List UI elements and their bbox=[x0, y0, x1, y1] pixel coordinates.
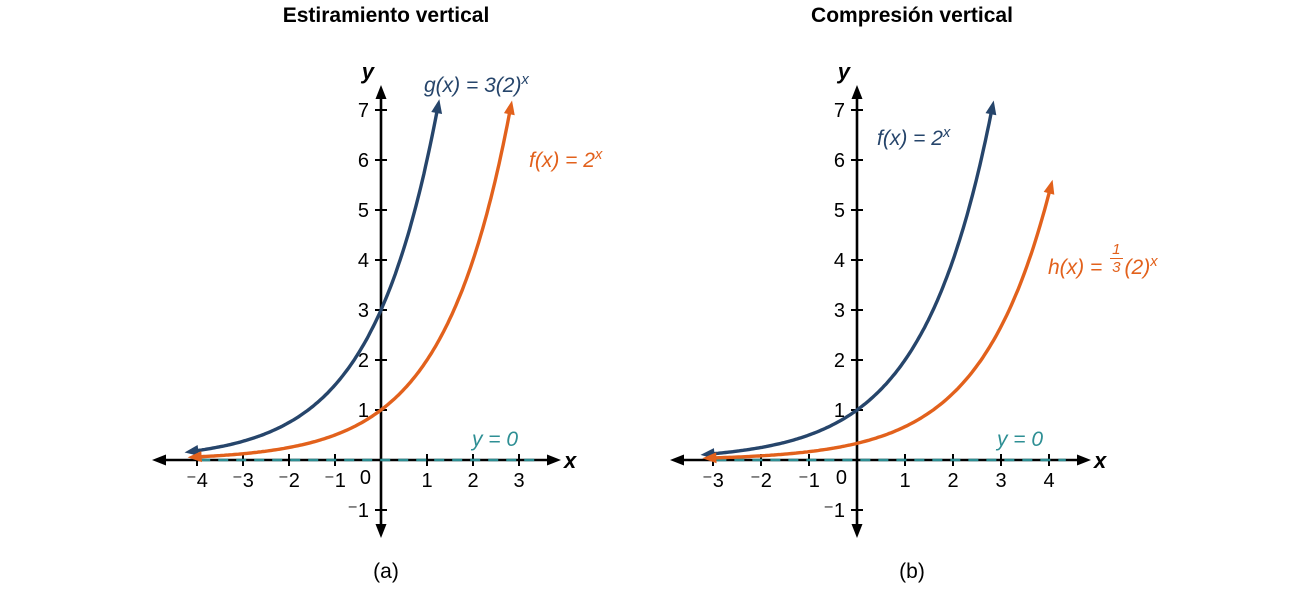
curve-f-end-arrow bbox=[985, 100, 997, 116]
chart-panel-vertical-compression: Compresión vertical ⁻3 ⁻2 ⁻1 1 2 3 4 ⁻1 1 2 3 4 5 6 7 0… bbox=[650, 0, 1300, 594]
y-tick-label: 4 bbox=[834, 250, 845, 272]
y-tick-label: 5 bbox=[834, 200, 845, 222]
asymptote-label: y = 0 bbox=[996, 428, 1044, 451]
y-tick-label: 3 bbox=[834, 300, 845, 322]
y-tick-label: 3 bbox=[358, 300, 369, 322]
origin-label: 0 bbox=[836, 467, 847, 489]
x-tick-label: ⁻2 bbox=[750, 470, 772, 492]
y-tick-label: 5 bbox=[358, 200, 369, 222]
curve-f bbox=[712, 112, 993, 456]
subfigure-caption: (b) bbox=[899, 560, 925, 583]
x-tick-label: ⁻3 bbox=[702, 470, 724, 492]
y-tick-label: 1 bbox=[358, 400, 369, 422]
exponent: x bbox=[1150, 253, 1158, 270]
y-tick-label: 7 bbox=[358, 100, 369, 122]
curve-g bbox=[196, 111, 439, 453]
x-tick-label: ⁻1 bbox=[324, 470, 346, 492]
exponent: x bbox=[594, 147, 603, 163]
x-tick-label: ⁻2 bbox=[278, 470, 300, 492]
y-tick-label: 1 bbox=[834, 400, 845, 422]
curve-f-start-arrow bbox=[187, 451, 202, 463]
y-tick-label: 2 bbox=[358, 350, 369, 372]
x-axis-left-arrow bbox=[670, 454, 684, 466]
y-axis-bottom-arrow bbox=[851, 524, 863, 538]
x-axis-label: x bbox=[1093, 448, 1107, 473]
y-axis-top-arrow bbox=[375, 85, 387, 99]
x-tick-label: 1 bbox=[421, 470, 432, 492]
curve-label-h: h(x) = 1 3 (2)x bbox=[1048, 241, 1158, 279]
curve-g-start-arrow bbox=[184, 444, 200, 456]
y-tick-label: ⁻1 bbox=[823, 500, 845, 522]
y-tick-label: 6 bbox=[834, 150, 845, 172]
y-axis-label: y bbox=[837, 59, 852, 84]
x-tick-label: 3 bbox=[513, 470, 524, 492]
y-axis-label: y bbox=[361, 59, 376, 84]
x-tick-label: 1 bbox=[899, 470, 910, 492]
chart-title: Estiramiento vertical bbox=[282, 4, 490, 27]
exponent: x bbox=[942, 125, 951, 141]
chart-title: Compresión vertical bbox=[811, 4, 1013, 27]
curve-label-g: g(x) = 3(2)x bbox=[424, 72, 529, 97]
chart-canvas: ⁻3 ⁻2 ⁻1 1 2 3 4 ⁻1 1 2 3 4 5 6 7 0 x y bbox=[670, 59, 1107, 538]
x-axis-right-arrow bbox=[1077, 454, 1091, 466]
x-axis-right-arrow bbox=[547, 454, 561, 466]
x-tick-label: ⁻4 bbox=[186, 470, 208, 492]
x-tick-label: 3 bbox=[995, 470, 1006, 492]
x-tick-label: ⁻1 bbox=[798, 470, 820, 492]
y-tick-label: 7 bbox=[834, 100, 845, 122]
curve-f-end-arrow bbox=[503, 100, 515, 116]
curve-label-f: f(x) = 2x bbox=[529, 147, 603, 172]
y-tick-label: ⁻1 bbox=[347, 500, 369, 522]
y-tick-label: 2 bbox=[834, 350, 845, 372]
curve-g-end-arrow bbox=[431, 99, 443, 115]
x-tick-label: ⁻3 bbox=[232, 470, 254, 492]
chart-canvas: ⁻4 ⁻3 ⁻2 ⁻1 1 2 3 ⁻1 1 2 3 4 5 6 7 0 x y bbox=[152, 59, 577, 538]
x-axis-label: x bbox=[563, 448, 577, 473]
curve-label-f: f(x) = 2x bbox=[877, 125, 951, 150]
curve-h bbox=[714, 191, 1051, 460]
y-axis-top-arrow bbox=[851, 85, 863, 99]
curve-h-start-arrow bbox=[702, 452, 717, 464]
curve-h-end-arrow bbox=[1043, 179, 1055, 195]
x-tick-label: 4 bbox=[1043, 470, 1054, 492]
y-tick-label: 6 bbox=[358, 150, 369, 172]
origin-label: 0 bbox=[360, 467, 371, 489]
chart-panel-vertical-stretch: Estiramiento vertical ⁻4 ⁻3 ⁻2 ⁻1 1 2 3 ⁻1 1 2 3 4 5… bbox=[152, 4, 603, 583]
y-tick-label: 4 bbox=[358, 250, 369, 272]
x-tick-label: 2 bbox=[947, 470, 958, 492]
subfigure-caption: (a) bbox=[373, 560, 399, 583]
x-tick-label: 2 bbox=[467, 470, 478, 492]
exponent: x bbox=[521, 72, 529, 88]
asymptote-label: y = 0 bbox=[471, 428, 519, 451]
x-axis-left-arrow bbox=[152, 454, 166, 466]
curve-f bbox=[199, 112, 511, 459]
y-axis-bottom-arrow bbox=[375, 524, 387, 538]
